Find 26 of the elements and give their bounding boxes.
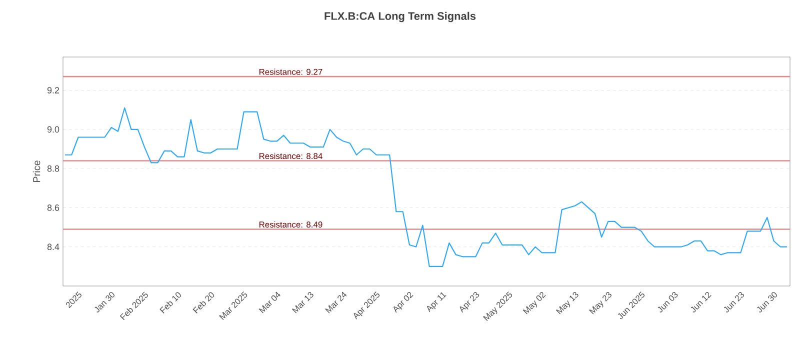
x-tick-label: Jun 03 <box>658 292 678 312</box>
y-tick-label: 9.2 <box>47 87 60 94</box>
x-tick-label: Mar 13 <box>292 292 314 314</box>
x-tick-label: Apr 11 <box>427 292 446 312</box>
x-tick-label: May 23 <box>589 292 612 314</box>
x-tick-label: Feb 20 <box>192 292 214 314</box>
x-tick-label: Jun 12 <box>690 292 712 312</box>
x-tick-label: Jun 23 <box>724 292 744 312</box>
y-tick-label: 8.8 <box>47 165 60 172</box>
x-tick-label: May 02 <box>522 292 546 314</box>
chart-title: FLX.B:CA Long Term Signals <box>324 12 476 22</box>
x-tick-label: Apr 02 <box>394 292 414 313</box>
ref-line-label: Resistance: 8.49 <box>259 221 322 228</box>
y-tick-label: 9.0 <box>47 126 60 133</box>
ref-line-label: Resistance: 9.27 <box>259 68 322 75</box>
x-tick-label: Feb 10 <box>160 292 181 314</box>
x-tick-label: Jun 30 <box>757 292 777 312</box>
x-tick-label: May 13 <box>556 292 578 314</box>
x-tick-label: Mar 04 <box>258 292 280 314</box>
x-tick-label: Mar 24 <box>325 292 347 314</box>
x-tick-label: Apr 23 <box>460 292 479 313</box>
y-tick-label: 8.4 <box>47 244 60 250</box>
y-tick-label: 8.6 <box>47 204 60 211</box>
x-tick-label: Jan 30 <box>94 292 114 312</box>
ref-line-label: Resistance: 8.84 <box>259 152 322 160</box>
y-axis-title: Price <box>32 160 40 182</box>
